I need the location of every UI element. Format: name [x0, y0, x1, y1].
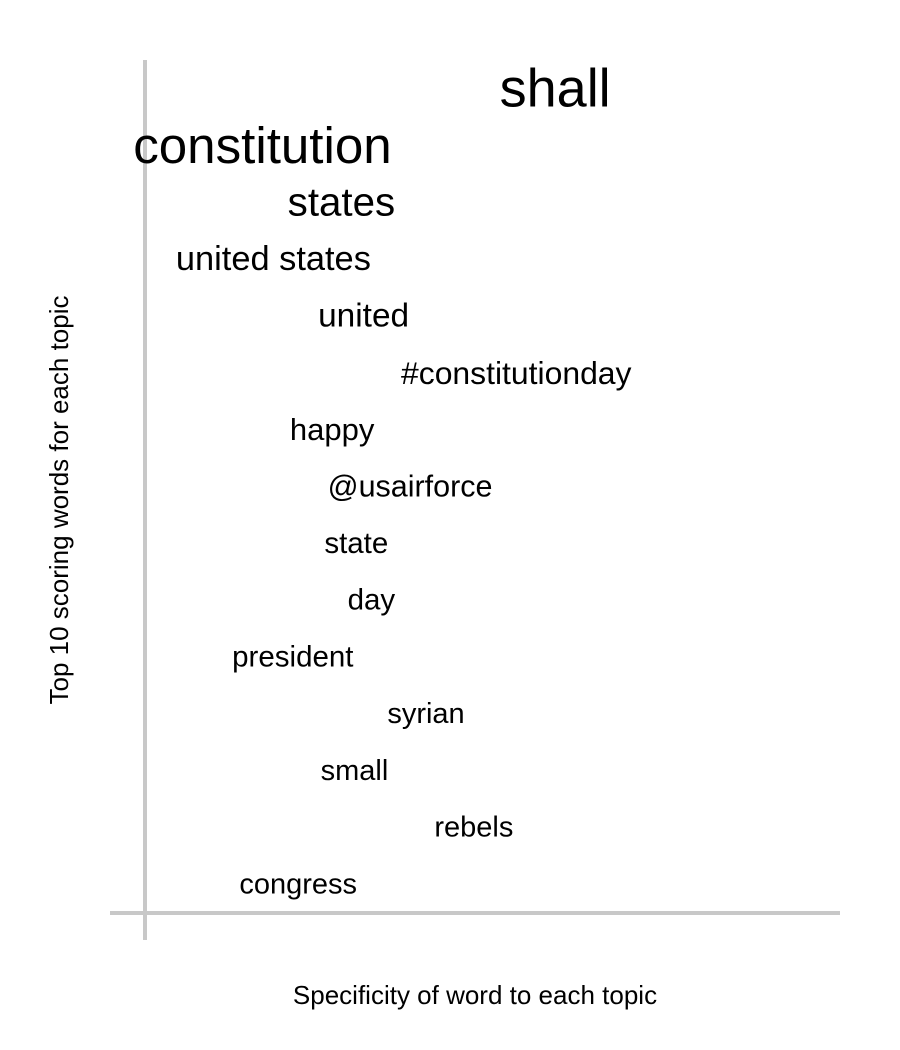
- x-axis-title: Specificity of word to each topic: [293, 980, 657, 1010]
- word-label-2: states: [288, 180, 396, 225]
- word-label-1: constitution: [133, 117, 391, 174]
- word-label-8: state: [324, 527, 388, 560]
- word-label-7: @usairforce: [328, 470, 493, 504]
- word-marks: shall constitution states united states unit…: [133, 58, 631, 900]
- word-label-6: happy: [290, 412, 375, 447]
- word-label-3: united states: [176, 240, 371, 278]
- word-label-4: united: [318, 297, 409, 334]
- word-label-10: president: [232, 641, 353, 674]
- word-label-9: day: [348, 584, 396, 617]
- word-label-14: congress: [239, 869, 357, 901]
- word-label-0: shall: [500, 58, 611, 118]
- word-label-11: syrian: [387, 698, 464, 730]
- y-axis-title: Top 10 scoring words for each topic: [44, 296, 74, 705]
- word-label-13: rebels: [434, 812, 513, 844]
- word-label-12: small: [321, 755, 389, 787]
- word-label-5: #constitutionday: [401, 355, 632, 391]
